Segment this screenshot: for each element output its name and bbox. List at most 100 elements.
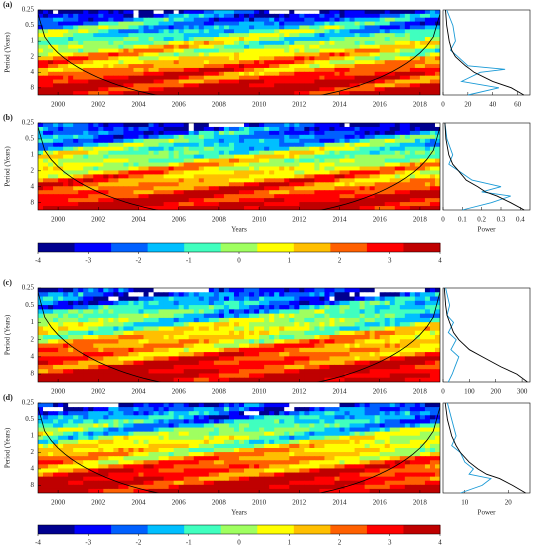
heatmap-cell [349, 339, 356, 345]
heatmap-cell [198, 40, 205, 46]
heatmap-cell [203, 29, 210, 34]
heatmap-cell [203, 186, 210, 191]
heatmap-cell [168, 309, 175, 315]
heatmap-cell [123, 71, 130, 77]
heatmap-cell [259, 194, 265, 199]
heatmap-cell [198, 130, 205, 136]
heatmap-cell [153, 330, 160, 336]
heatmap-cell [48, 67, 54, 73]
heatmap-cell [218, 33, 225, 38]
heatmap-cell [173, 33, 180, 38]
heatmap-cell [334, 322, 341, 328]
heatmap-cell [344, 17, 351, 23]
heatmap-cell [173, 56, 180, 61]
heatmap-cell [143, 150, 150, 156]
heatmap-cell [379, 300, 386, 306]
heatmap-cell [354, 33, 361, 38]
heatmap-cell [284, 52, 290, 57]
heatmap-cell [233, 56, 240, 61]
heatmap-cell [223, 190, 230, 195]
heatmap-cell [319, 52, 326, 57]
heatmap-cell [183, 330, 190, 336]
heatmap-cell [359, 29, 366, 34]
heatmap-cell [309, 190, 315, 195]
heatmap-cell [78, 356, 84, 362]
heatmap-cell [88, 83, 94, 88]
heatmap-cell [294, 134, 300, 140]
heatmap-cell [294, 305, 300, 310]
heatmap-cell [133, 91, 140, 95]
heatmap-cell [158, 292, 165, 298]
heatmap-cell [384, 309, 391, 315]
heatmap-cell [264, 21, 270, 27]
heatmap-cell [359, 40, 366, 46]
heatmap-cell [173, 25, 180, 30]
heatmap-cell [409, 48, 416, 54]
heatmap-cell [349, 142, 356, 148]
heatmap-cell [339, 83, 346, 88]
heatmap-cell [414, 292, 421, 298]
heatmap-cell [309, 126, 315, 132]
heatmap-cell [98, 198, 104, 203]
heatmap-cell [274, 335, 280, 340]
heatmap-cell [429, 25, 436, 30]
heatmap-cell [419, 37, 426, 42]
heatmap-cell [374, 356, 381, 362]
heatmap-cell [364, 194, 371, 199]
heatmap-cell [304, 21, 310, 27]
heatmap-cell [68, 300, 74, 306]
heatmap-cell [178, 83, 185, 88]
heatmap-cell [163, 305, 170, 310]
heatmap-cell [374, 288, 381, 293]
heatmap-cell [73, 134, 79, 140]
heatmap-cell [254, 305, 260, 310]
heatmap-cell [389, 48, 396, 54]
heatmap-cell [389, 154, 396, 160]
heatmap-cell [364, 13, 371, 19]
heatmap-cell [98, 158, 104, 164]
heatmap-cell [389, 21, 396, 27]
heatmap-cell [113, 79, 119, 85]
heatmap-cell [259, 186, 265, 191]
heatmap-cell [88, 352, 94, 357]
heatmap-cell [233, 75, 240, 81]
heatmap-cell [48, 182, 54, 187]
heatmap-cell [289, 158, 295, 164]
heatmap-cell [434, 206, 440, 210]
heatmap-cell [279, 190, 285, 195]
heatmap-cell [409, 202, 416, 207]
heatmap-cell [173, 190, 180, 195]
heatmap-cell [309, 292, 315, 298]
heatmap-cell [208, 10, 215, 15]
heatmap-cell [48, 309, 54, 315]
heatmap-cell [218, 190, 225, 195]
heatmap-cell [339, 142, 346, 148]
heatmap-cell [334, 178, 341, 183]
heatmap-cell [344, 79, 351, 85]
heatmap-cell [103, 10, 109, 15]
heatmap-cell [324, 138, 331, 144]
heatmap-cell [334, 202, 341, 207]
heatmap-cell [108, 166, 114, 172]
heatmap-cell [53, 335, 59, 340]
heatmap-cell [429, 87, 436, 92]
heatmap-cell [38, 182, 44, 187]
heatmap-cell [228, 60, 235, 65]
heatmap-cell [78, 296, 84, 302]
heatmap-cell [269, 29, 275, 34]
heatmap-cell [394, 130, 401, 136]
heatmap-cell [108, 91, 114, 95]
heatmap-cell [63, 360, 69, 366]
heatmap-cell [208, 182, 215, 187]
heatmap-cell [163, 166, 170, 172]
heatmap-cell [289, 166, 295, 172]
heatmap-cell [429, 343, 436, 349]
heatmap-cell [394, 40, 401, 46]
heatmap-cell [168, 134, 175, 140]
heatmap-cell [279, 356, 285, 362]
heatmap-cell [324, 134, 331, 140]
heatmap-cell [294, 347, 300, 353]
heatmap-cell [128, 356, 135, 362]
heatmap-cell [168, 138, 175, 144]
heatmap-cell [239, 60, 245, 65]
